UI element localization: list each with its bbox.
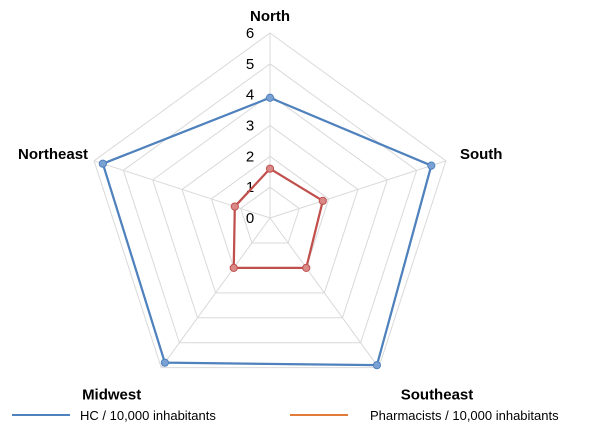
data-point-0-2[interactable] bbox=[372, 361, 382, 370]
data-point-1-3[interactable] bbox=[229, 263, 238, 272]
legend-line-hc bbox=[12, 414, 70, 416]
grid-spoke-1 bbox=[269, 160, 447, 219]
series-layer bbox=[98, 93, 436, 370]
data-point-0-1[interactable] bbox=[427, 161, 436, 170]
radar-chart: 0 1 2 3 4 5 6 North South Southeast Midwest Northe… bbox=[18, 8, 502, 404]
category-label-north: North bbox=[250, 8, 290, 25]
legend-item-hc[interactable]: HC / 10,000 inhabitants bbox=[12, 404, 216, 426]
legend: HC / 10,000 inhabitants Pharmacists / 10… bbox=[0, 404, 600, 426]
data-point-0-0[interactable] bbox=[265, 93, 275, 102]
grid-ring-3 bbox=[181, 124, 359, 294]
tick-label-5: 5 bbox=[246, 56, 254, 73]
data-point-1-1[interactable] bbox=[318, 196, 327, 205]
tick-label-3: 3 bbox=[246, 118, 254, 135]
legend-line-pharmacists bbox=[290, 414, 348, 416]
tick-label-4: 4 bbox=[246, 87, 254, 104]
grid-ring-6 bbox=[93, 32, 447, 369]
radar-grid bbox=[93, 32, 447, 369]
series-1 bbox=[229, 164, 327, 272]
tick-label-2: 2 bbox=[246, 148, 254, 165]
grid-spoke-2 bbox=[269, 217, 380, 368]
series-line-0 bbox=[101, 96, 433, 367]
tick-label-1: 1 bbox=[246, 179, 254, 196]
data-point-0-3[interactable] bbox=[160, 358, 169, 367]
data-point-1-2[interactable] bbox=[302, 263, 311, 272]
grid-ring-5 bbox=[122, 63, 418, 344]
data-point-1-4[interactable] bbox=[230, 202, 239, 211]
legend-label-pharmacists: Pharmacists / 10,000 inhabitants bbox=[370, 407, 559, 423]
legend-label-hc: HC / 10,000 inhabitants bbox=[80, 407, 216, 423]
series-0 bbox=[98, 93, 436, 370]
tick-label-0: 0 bbox=[246, 210, 254, 227]
grid-spoke-3 bbox=[160, 217, 271, 368]
data-point-1-0[interactable] bbox=[265, 164, 275, 173]
category-labels: North South Southeast Midwest Northeast bbox=[18, 8, 502, 404]
grid-ring-4 bbox=[152, 94, 388, 319]
series-line-1 bbox=[232, 167, 324, 270]
category-label-midwest: Midwest bbox=[82, 387, 141, 404]
radial-tick-labels: 0 1 2 3 4 5 6 bbox=[246, 25, 254, 227]
grid-spoke-4 bbox=[93, 160, 271, 219]
tick-label-6: 6 bbox=[246, 25, 254, 42]
category-label-northeast: Northeast bbox=[18, 146, 88, 163]
category-label-southeast: Southeast bbox=[401, 387, 474, 404]
data-point-0-4[interactable] bbox=[98, 159, 107, 168]
category-label-south: South bbox=[460, 146, 503, 163]
legend-item-pharmacists[interactable]: Pharmacists / 10,000 inhabitants bbox=[290, 404, 559, 426]
grid-ring-1 bbox=[240, 186, 300, 244]
